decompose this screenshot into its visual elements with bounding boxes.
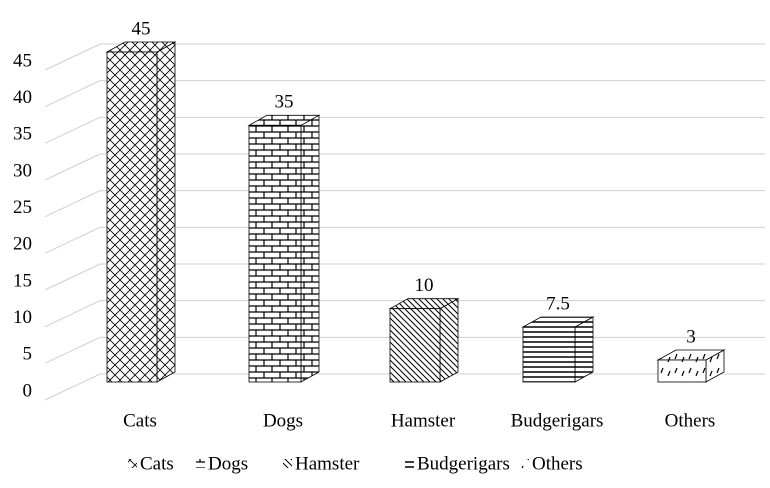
bar	[106, 51, 158, 383]
legend-swatch	[196, 459, 205, 468]
x-tick-label: Others	[665, 410, 716, 431]
legend-swatch	[283, 459, 292, 468]
bar	[248, 124, 302, 383]
bar-side	[300, 114, 320, 383]
y-tick-label: 45	[13, 50, 32, 71]
y-tick-label: 5	[23, 344, 33, 365]
y-tick-label: 40	[13, 87, 32, 108]
y-tick-label: 20	[13, 234, 32, 255]
legend-label: Dogs	[208, 453, 248, 474]
legend-swatch	[128, 459, 137, 468]
y-tick-label: 35	[13, 124, 32, 145]
grid-line	[44, 263, 765, 291]
y-tick-label: 25	[13, 197, 32, 218]
grid-line	[44, 80, 765, 108]
data-label: 35	[275, 92, 294, 113]
y-tick-label: 15	[13, 270, 32, 291]
grid-line	[44, 116, 765, 144]
grid-line	[44, 300, 765, 328]
grid-line	[44, 153, 765, 181]
y-tick-label: 30	[13, 160, 32, 181]
bar-side	[156, 41, 176, 383]
data-label: 7.5	[546, 293, 570, 314]
x-tick-label: Hamster	[391, 410, 456, 431]
y-tick-label: 10	[13, 307, 32, 328]
grid-line	[44, 190, 765, 218]
grid-line	[44, 226, 765, 254]
legend-swatch	[520, 459, 529, 468]
x-tick-label: Cats	[123, 410, 157, 431]
legend-label: Cats	[140, 453, 174, 474]
legend-label: Others	[532, 453, 583, 474]
bar	[522, 326, 576, 383]
grid-line	[44, 43, 765, 71]
bar	[389, 308, 441, 383]
bar-side	[439, 297, 459, 383]
x-tick-label: Dogs	[263, 410, 303, 431]
data-label: 3	[686, 326, 696, 347]
legend-swatch	[405, 459, 414, 468]
y-tick-label: 0	[23, 380, 33, 401]
x-tick-label: Budgerigars	[511, 410, 604, 431]
data-label: 10	[415, 275, 434, 296]
data-label: 45	[132, 18, 151, 39]
legend-label: Hamster	[295, 453, 360, 474]
bar-side	[574, 316, 594, 383]
bar	[657, 359, 707, 383]
legend-label: Budgerigars	[417, 453, 510, 474]
